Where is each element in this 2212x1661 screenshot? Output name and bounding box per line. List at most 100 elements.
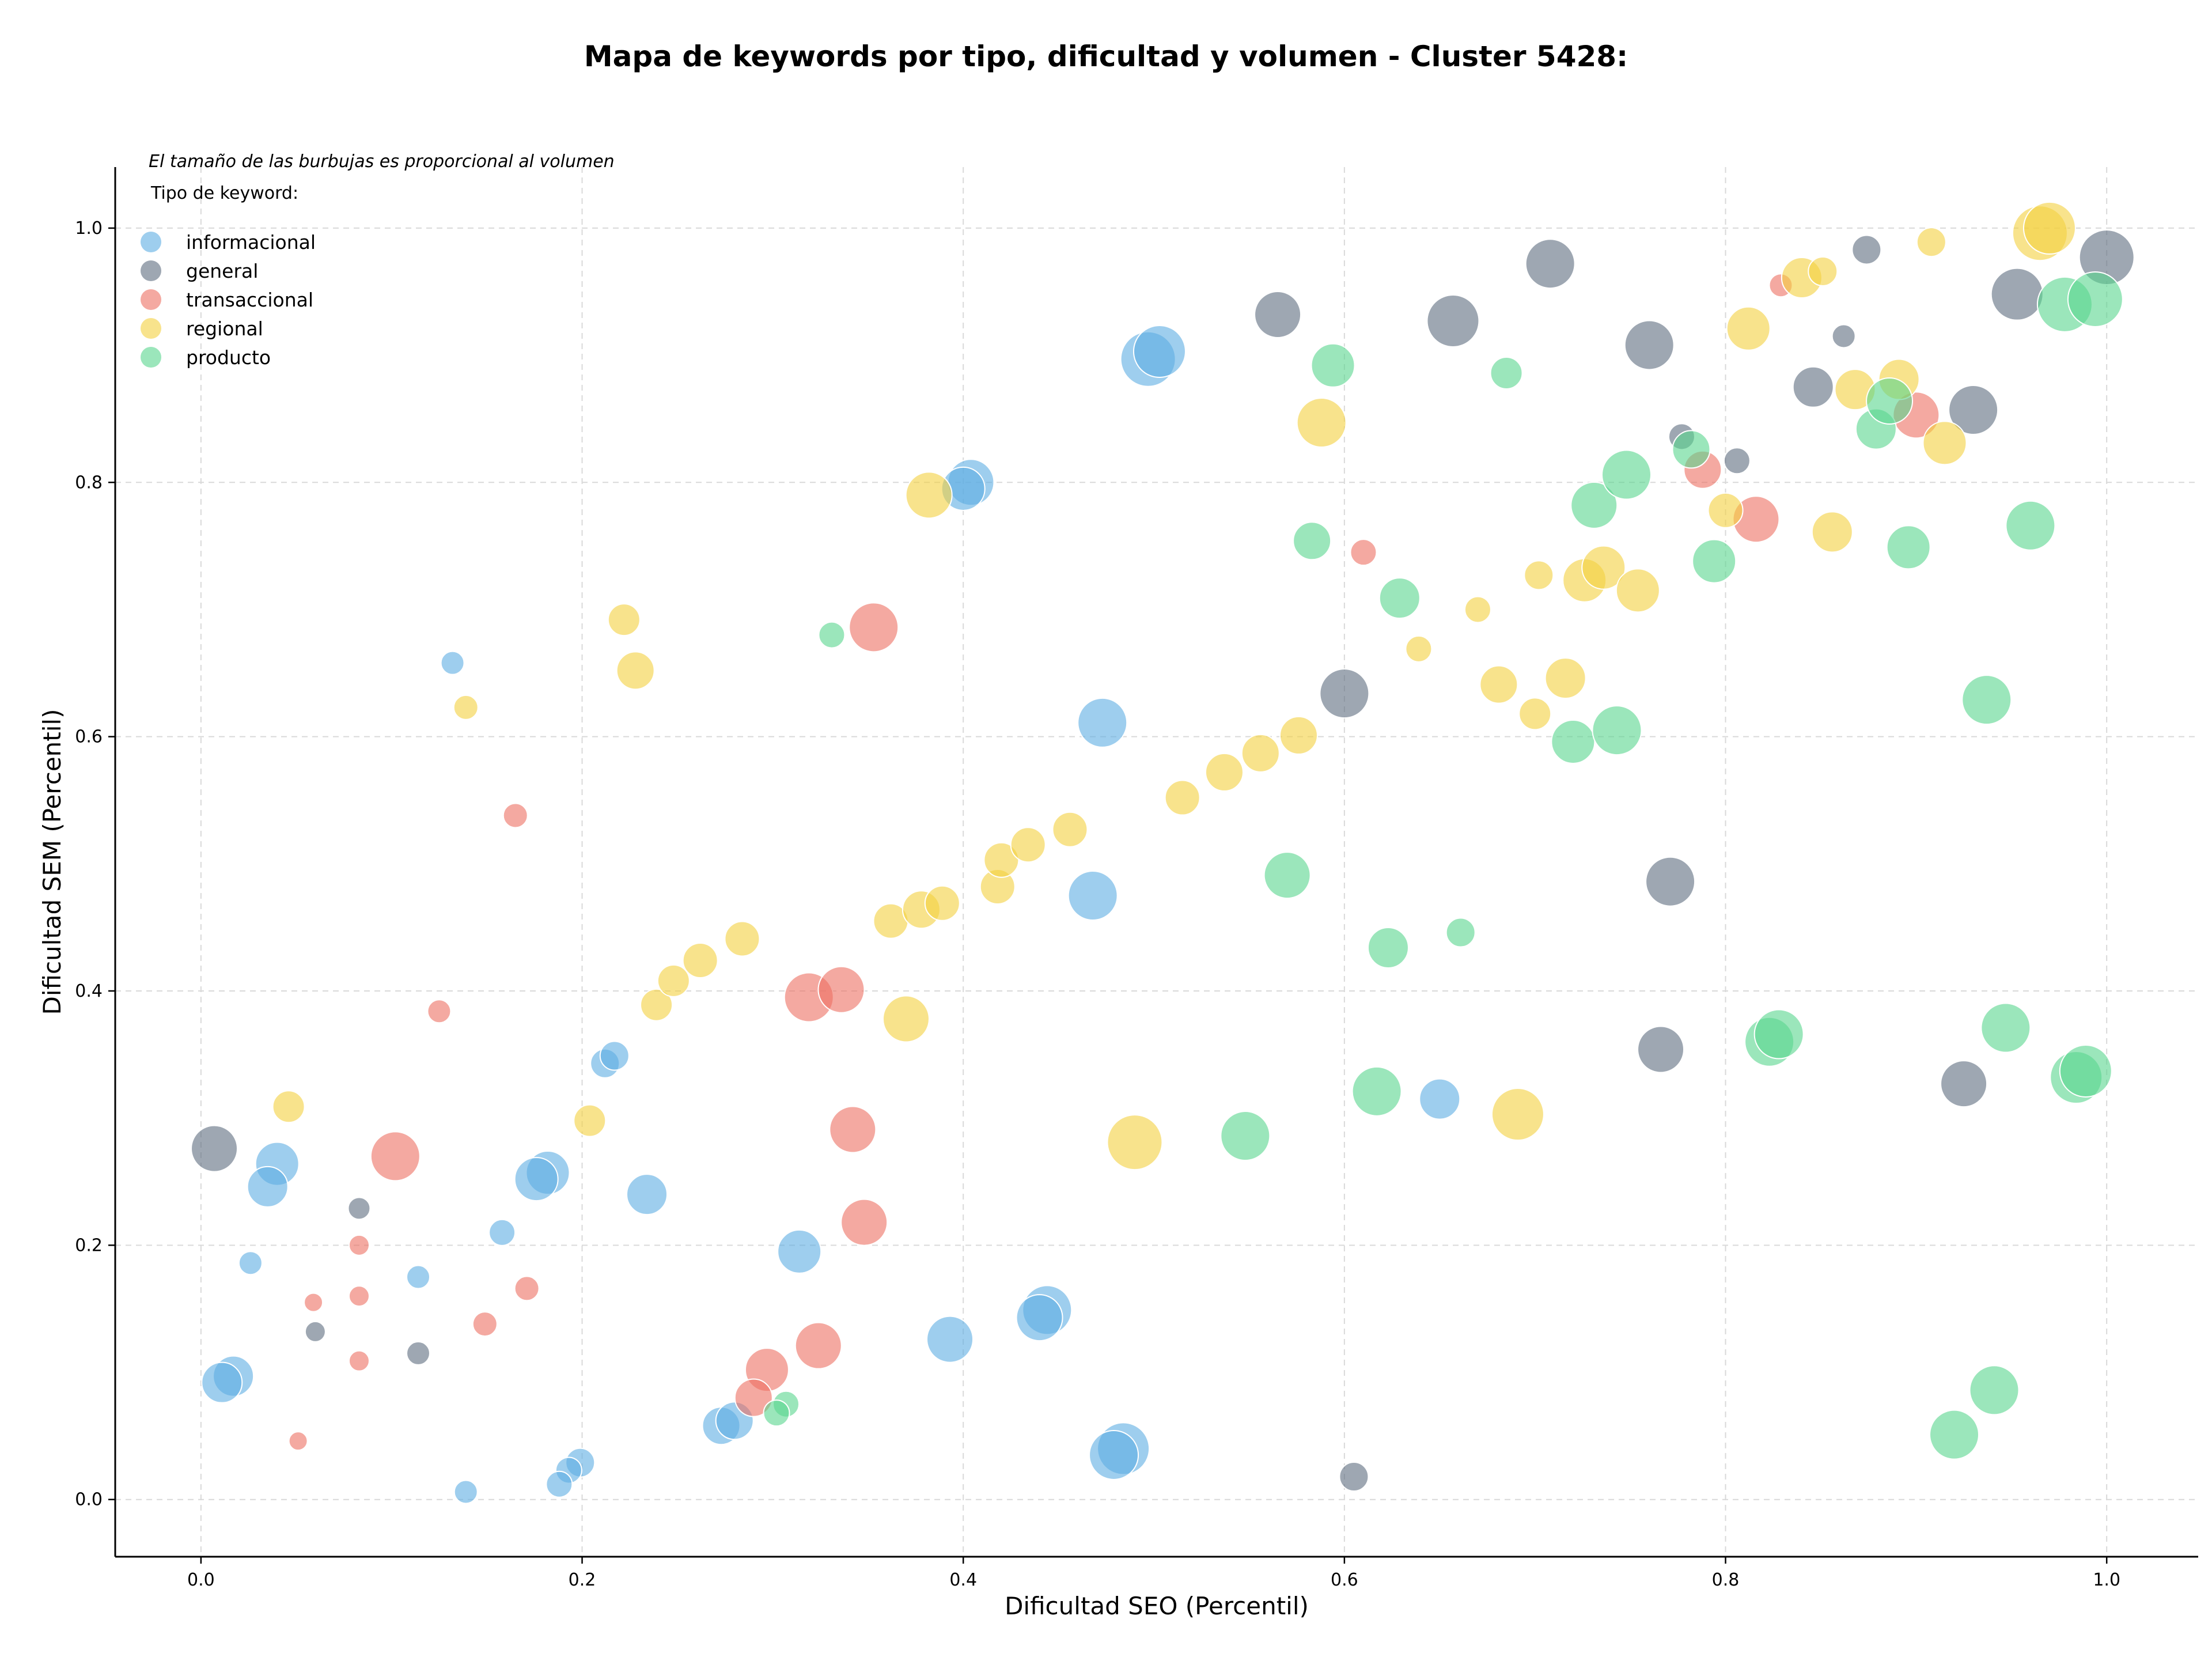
x-axis-label: Dificultad SEO (Percentil) — [1005, 1592, 1309, 1620]
bubble-informacional — [1016, 1294, 1063, 1342]
bubble-layer — [191, 201, 2135, 1504]
bubble-regional — [1581, 545, 1626, 590]
bubble-producto — [2067, 271, 2123, 328]
legend-label-general: general — [186, 260, 258, 282]
bubble-general — [1525, 239, 1575, 289]
series-producto — [763, 271, 2123, 1460]
bubble-regional — [1052, 811, 1088, 847]
bubble-regional — [573, 1104, 607, 1137]
bubble-producto — [1969, 1365, 2020, 1416]
bubble-transaccional — [304, 1292, 324, 1312]
bubble-general — [1851, 234, 1882, 265]
bubble-general — [1426, 294, 1480, 348]
legend-items: informacional general transaccional regiona… — [141, 231, 316, 369]
legend-marker-informacional — [141, 232, 161, 252]
bubble-producto — [1692, 539, 1737, 584]
y-tick-label: 0.6 — [75, 727, 103, 747]
bubble-regional — [983, 842, 1020, 878]
bubble-producto — [763, 1399, 790, 1427]
bubble-regional — [1164, 780, 1200, 816]
bubble-general — [1831, 324, 1856, 349]
bubble-regional — [1922, 421, 1967, 466]
legend-marker-transaccional — [141, 289, 161, 310]
axes — [114, 167, 2198, 1558]
bubble-regional — [1726, 306, 1771, 351]
bubble-informacional — [546, 1470, 573, 1498]
bubble-informacional — [453, 1480, 478, 1504]
bubble-transaccional — [348, 1285, 370, 1307]
bubble-regional — [905, 471, 953, 519]
bubble-regional — [882, 995, 930, 1043]
legend-marker-general — [141, 260, 161, 281]
bubble-regional — [1479, 665, 1518, 704]
bubble-regional — [1707, 492, 1744, 528]
bubble-transaccional — [348, 1234, 370, 1256]
bubble-producto — [1351, 1066, 1402, 1117]
bubble-producto — [1293, 521, 1332, 561]
y-tick-label: 0.2 — [75, 1235, 103, 1255]
bubble-informacional — [599, 1041, 630, 1071]
bubble-producto — [1601, 449, 1652, 500]
bubble-producto — [1570, 482, 1618, 529]
bubble-producto — [1551, 719, 1596, 764]
bubble-producto — [1866, 377, 1914, 425]
legend-label-informacional: informacional — [186, 231, 316, 253]
legend-label-transaccional: transaccional — [186, 289, 313, 311]
bubble-producto — [1220, 1111, 1271, 1161]
bubble-transaccional — [427, 999, 452, 1024]
y-tick-label: 0.8 — [75, 472, 103, 493]
bubble-transaccional — [502, 803, 528, 828]
series-regional — [272, 201, 2076, 1171]
bubble-producto — [2005, 500, 2056, 551]
legend-title: Tipo de keyword: — [150, 183, 298, 203]
bubble-producto — [1980, 1002, 2031, 1053]
bubble-regional — [272, 1090, 305, 1123]
series-transaccional — [288, 273, 1940, 1451]
x-tick-label: 0.0 — [187, 1570, 215, 1590]
y-tick-label: 0.4 — [75, 981, 103, 1001]
bubble-regional — [724, 921, 760, 957]
x-tick-label: 0.4 — [949, 1570, 977, 1590]
bubble-informacional — [1077, 697, 1128, 748]
bubble-producto — [1592, 705, 1642, 756]
bubble-general — [1723, 447, 1751, 475]
bubble-transaccional — [829, 1106, 877, 1153]
bubble-informacional — [406, 1265, 431, 1289]
legend-marker-regional — [141, 318, 161, 339]
bubble-informacional — [1132, 324, 1186, 378]
bubble-transaccional — [849, 602, 899, 653]
bubble-producto — [1445, 917, 1476, 948]
bubble-producto — [1929, 1409, 1980, 1460]
bubble-regional — [924, 885, 960, 921]
bubble-general — [1948, 384, 1999, 435]
bubble-informacional — [1089, 1429, 1139, 1480]
bubble-informacional — [238, 1251, 263, 1276]
bubble-producto — [1490, 356, 1523, 389]
grid — [115, 167, 2198, 1557]
x-tick-label: 0.8 — [1712, 1570, 1740, 1590]
bubble-general — [1940, 1060, 1988, 1108]
bubble-producto — [818, 621, 846, 649]
bubble-general — [1990, 267, 2044, 321]
bubble-transaccional — [472, 1311, 498, 1337]
y-axis-label: Dificultad SEM (Percentil) — [38, 709, 66, 1015]
legend-label-regional: regional — [186, 317, 263, 340]
bubble-regional — [1464, 596, 1491, 623]
bubble-informacional — [626, 1174, 668, 1216]
bubble-regional — [1279, 716, 1318, 755]
bubble-regional — [1241, 733, 1280, 773]
y-tick-label: 1.0 — [75, 218, 103, 239]
bubble-regional — [607, 603, 641, 637]
bubble-transaccional — [1350, 539, 1377, 566]
bubble-regional — [1205, 752, 1244, 792]
bubble-regional — [1491, 1088, 1544, 1141]
bubble-regional — [1916, 227, 1946, 258]
bubble-general — [1254, 290, 1302, 338]
bubble-general — [406, 1341, 431, 1365]
bubble-regional — [1615, 568, 1660, 613]
bubble-general — [1319, 668, 1370, 719]
bubble-regional — [1107, 1114, 1163, 1171]
legend-label-producto: producto — [186, 346, 271, 369]
